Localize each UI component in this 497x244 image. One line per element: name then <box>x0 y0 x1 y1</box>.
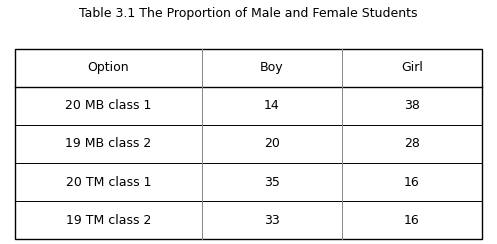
Text: Table 3.1 The Proportion of Male and Female Students: Table 3.1 The Proportion of Male and Fem… <box>79 7 418 20</box>
Text: 38: 38 <box>404 99 420 112</box>
Text: 20: 20 <box>264 137 280 151</box>
Text: 28: 28 <box>404 137 420 151</box>
Text: 33: 33 <box>264 214 280 227</box>
Text: 19 TM class 2: 19 TM class 2 <box>66 214 151 227</box>
Text: 14: 14 <box>264 99 280 112</box>
Text: Girl: Girl <box>401 61 423 74</box>
Text: Option: Option <box>87 61 129 74</box>
Text: 19 MB class 2: 19 MB class 2 <box>65 137 152 151</box>
Text: 20 MB class 1: 20 MB class 1 <box>65 99 152 112</box>
Text: Boy: Boy <box>260 61 284 74</box>
Text: 35: 35 <box>264 175 280 189</box>
Text: 16: 16 <box>404 175 420 189</box>
Text: 16: 16 <box>404 214 420 227</box>
Text: 20 TM class 1: 20 TM class 1 <box>66 175 151 189</box>
